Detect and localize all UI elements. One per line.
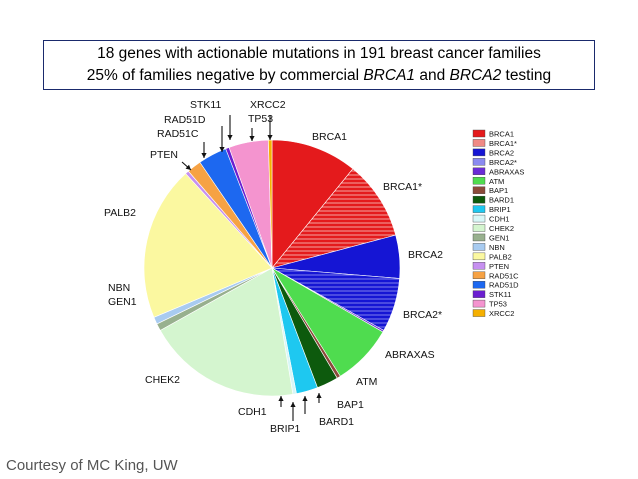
legend-swatch-chek2 bbox=[472, 224, 486, 232]
legend-label-xrcc2: XRCC2 bbox=[489, 309, 514, 318]
pointer-arrowhead-tp53 bbox=[249, 136, 255, 141]
pointer-arrowhead-brip1 bbox=[290, 402, 296, 407]
legend-swatch-palb2 bbox=[472, 252, 486, 261]
legend-swatch-brca1 bbox=[472, 129, 486, 138]
legend-label-brca1: BRCA1 bbox=[489, 130, 514, 139]
slice-label-brca2: BRCA2 bbox=[408, 249, 443, 261]
slice-label-tp53: TP53 bbox=[248, 113, 273, 125]
chart-title-box: 18 genes with actionable mutations in 19… bbox=[43, 40, 595, 90]
legend-label-brip1: BRIP1 bbox=[489, 205, 511, 214]
slice-label-chek2: CHEK2 bbox=[145, 374, 180, 386]
legend-label-stk11: STK11 bbox=[489, 290, 511, 299]
slice-label-bard1: BARD1 bbox=[319, 416, 354, 428]
legend-label-pten: PTEN bbox=[489, 262, 509, 271]
pointer-arrowhead-pten bbox=[185, 164, 191, 170]
slice-label-bap1: BAP1 bbox=[337, 399, 364, 411]
pointer-arrowhead-rad51d bbox=[219, 147, 225, 152]
legend-label-brca1-star: BRCA1* bbox=[489, 139, 517, 148]
legend-swatch-gen1 bbox=[472, 233, 486, 242]
legend-swatch-pten bbox=[472, 262, 486, 270]
legend-swatch-brca1-star bbox=[472, 139, 486, 147]
slice-label-rad51d: RAD51D bbox=[164, 114, 206, 126]
pie-slice-xrcc2 bbox=[268, 139, 273, 269]
legend-swatch-rad51d bbox=[472, 281, 486, 289]
slice-label-abraxas: ABRAXAS bbox=[385, 349, 435, 361]
legend-label-chek2: CHEK2 bbox=[489, 224, 514, 233]
slice-label-cdh1: CDH1 bbox=[238, 406, 267, 418]
legend-label-brca2-star: BRCA2* bbox=[489, 158, 517, 167]
legend-swatch-rad51c bbox=[472, 271, 486, 279]
legend-swatch-cdh1 bbox=[472, 214, 486, 223]
legend-label-rad51c: RAD51C bbox=[489, 271, 519, 280]
image-credit: Courtesy of MC King, UW bbox=[6, 457, 178, 474]
legend-label-bard1: BARD1 bbox=[489, 196, 514, 205]
title-gene-brca1: BRCA1 bbox=[363, 67, 416, 84]
pie-slice-palb2 bbox=[143, 173, 273, 318]
legend-label-rad51d: RAD51D bbox=[489, 281, 519, 290]
slice-label-atm: ATM bbox=[356, 376, 377, 388]
legend-label-atm: ATM bbox=[489, 177, 504, 186]
legend-label-tp53: TP53 bbox=[489, 300, 507, 309]
slice-label-brca2-star: BRCA2* bbox=[403, 309, 442, 321]
legend-swatch-brip1 bbox=[472, 205, 486, 213]
title-gene-brca2: BRCA2 bbox=[449, 67, 502, 84]
slice-label-xrcc2: XRCC2 bbox=[250, 99, 286, 111]
pie-slice-brca1 bbox=[271, 139, 354, 269]
pointer-arrowhead-bard1 bbox=[302, 396, 308, 401]
title-line2-suffix: testing bbox=[501, 67, 552, 84]
slice-label-rad51c: RAD51C bbox=[157, 128, 199, 140]
legend-label-nbn: NBN bbox=[489, 243, 505, 252]
slice-label-stk11: STK11 bbox=[190, 99, 221, 111]
legend-swatch-bard1 bbox=[472, 195, 486, 204]
chart-title-line2: 25% of families negative by commercial B… bbox=[44, 65, 594, 87]
pointer-arrowhead-stk11 bbox=[227, 135, 233, 140]
title-line2-prefix: 25% of families negative by commercial bbox=[86, 67, 364, 84]
pointer-arrowhead-rad51c bbox=[201, 153, 207, 158]
legend-label-cdh1: CDH1 bbox=[489, 215, 509, 224]
slice-label-gen1: GEN1 bbox=[108, 296, 137, 308]
legend-swatch-brca2-star bbox=[472, 158, 486, 166]
legend-swatch-stk11 bbox=[472, 290, 486, 298]
legend-swatch-abraxas bbox=[472, 167, 486, 176]
pointer-arrowhead-xrcc2 bbox=[267, 135, 273, 140]
legend-swatch-atm bbox=[472, 177, 486, 185]
legend-label-brca2: BRCA2 bbox=[489, 148, 514, 157]
legend-swatch-xrcc2 bbox=[472, 309, 486, 317]
slice-label-pten: PTEN bbox=[150, 149, 178, 161]
legend-swatch-bap1 bbox=[472, 186, 486, 194]
legend-label-gen1: GEN1 bbox=[489, 233, 509, 242]
legend-label-palb2: PALB2 bbox=[489, 252, 512, 261]
slice-label-nbn: NBN bbox=[108, 282, 130, 294]
chart-title-line1: 18 genes with actionable mutations in 19… bbox=[97, 45, 541, 62]
slice-label-palb2: PALB2 bbox=[104, 207, 136, 219]
legend-label-bap1: BAP1 bbox=[489, 186, 508, 195]
slice-label-brip1: BRIP1 bbox=[270, 423, 301, 435]
legend-swatch-tp53 bbox=[472, 299, 486, 308]
legend-label-abraxas: ABRAXAS bbox=[489, 167, 524, 176]
legend-swatch-brca2 bbox=[472, 148, 486, 157]
legend-swatch-nbn bbox=[472, 243, 486, 251]
slice-label-brca1-star: BRCA1* bbox=[383, 181, 422, 193]
pointer-arrowhead-bap1 bbox=[316, 393, 322, 398]
pointer-arrowhead-cdh1 bbox=[278, 396, 284, 401]
pie-slice-chek2 bbox=[159, 267, 294, 397]
title-line2-mid: and bbox=[415, 67, 450, 84]
slice-label-brca1: BRCA1 bbox=[312, 131, 347, 143]
